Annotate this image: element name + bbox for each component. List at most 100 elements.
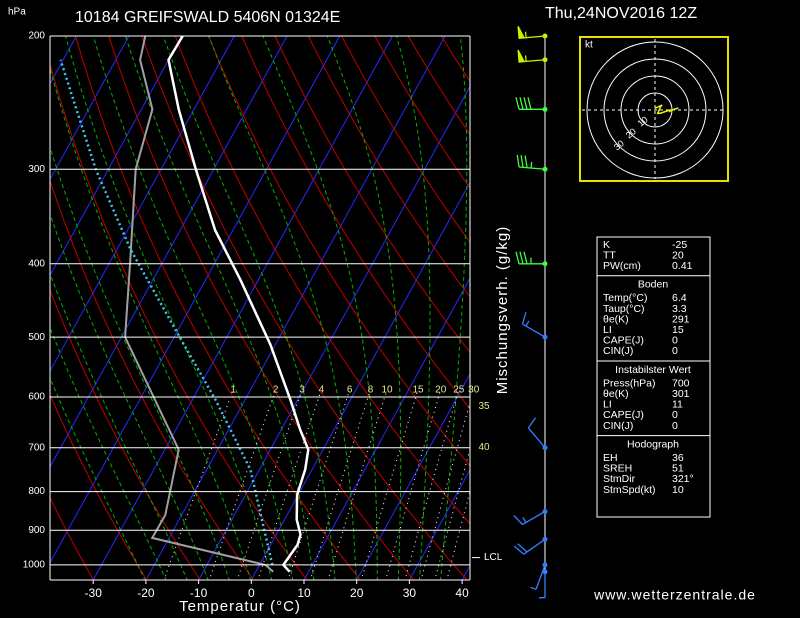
dry-adiabat bbox=[208, 36, 470, 467]
dry-adiabat bbox=[108, 36, 415, 580]
mixing-ratio-tick-label: 10 bbox=[381, 384, 393, 395]
mixing-ratio-tick-label: 2 bbox=[273, 384, 279, 395]
index-table-frame bbox=[596, 236, 711, 518]
wind-barb bbox=[527, 417, 546, 449]
wind-barb bbox=[515, 251, 546, 265]
dry-adiabat bbox=[50, 496, 94, 580]
wind-barb bbox=[539, 571, 546, 599]
x-tick-label: 40 bbox=[455, 586, 469, 600]
isotherm bbox=[50, 36, 341, 564]
mixing-ratio-line bbox=[446, 489, 470, 580]
y-tick-label: 600 bbox=[28, 392, 45, 403]
index-value: 0.41 bbox=[672, 260, 693, 272]
index-name: LI bbox=[603, 324, 612, 336]
y-tick-label: 900 bbox=[28, 525, 45, 536]
moist-adiabat bbox=[50, 145, 230, 580]
index-value: 6.4 bbox=[672, 292, 687, 304]
y-tick-label: 200 bbox=[28, 31, 45, 42]
x-tick-label: 20 bbox=[350, 586, 364, 600]
index-value: 0 bbox=[672, 335, 678, 347]
wind-dot bbox=[542, 569, 548, 575]
x-tick-label: 10 bbox=[297, 586, 311, 600]
index-value: 0 bbox=[672, 420, 678, 432]
dry-adiabat bbox=[50, 288, 201, 580]
moist-adiabat bbox=[50, 272, 188, 580]
wind-dot bbox=[542, 445, 548, 451]
dry-adiabat bbox=[774, 36, 800, 581]
index-name: CIN(J) bbox=[603, 345, 633, 357]
index-name: StmSpd(kt) bbox=[603, 484, 656, 496]
hodograph-ring-label: 10 bbox=[636, 114, 650, 128]
wind-barb bbox=[521, 312, 546, 338]
index-value: 20 bbox=[672, 249, 684, 261]
chart-title: 10184 GREIFSWALD 5406N 01324E bbox=[75, 9, 340, 26]
dry-adiabat bbox=[174, 36, 470, 525]
isotherm bbox=[408, 468, 470, 580]
index-name: EH bbox=[603, 452, 618, 464]
hodograph-trace bbox=[654, 104, 679, 115]
index-value: 36 bbox=[672, 452, 684, 464]
index-name: Taup(°C) bbox=[603, 303, 645, 315]
mixing-ratio-line bbox=[236, 391, 302, 580]
wind-barb bbox=[530, 564, 546, 590]
x-tick-label: 30 bbox=[403, 586, 417, 600]
dry-adiabat bbox=[307, 36, 470, 298]
mixing-ratio-tick-label: 25 bbox=[453, 384, 465, 395]
index-name: Press(hPa) bbox=[603, 377, 656, 389]
mixing-ratio-line bbox=[257, 391, 322, 580]
isotherm bbox=[198, 85, 470, 580]
y-tick-label: 500 bbox=[28, 332, 45, 343]
mixing-ratio-line bbox=[309, 391, 371, 580]
index-value: 291 bbox=[672, 313, 690, 325]
mixing-ratio-line bbox=[434, 447, 470, 580]
wind-dot bbox=[542, 536, 548, 542]
index-name: CAPE(J) bbox=[603, 335, 644, 347]
isotherm bbox=[145, 36, 446, 580]
dry-adiabat bbox=[707, 36, 800, 581]
wind-dot bbox=[542, 33, 548, 39]
index-value: 700 bbox=[672, 377, 690, 389]
wind-barb bbox=[516, 154, 546, 170]
index-value: 0 bbox=[672, 345, 678, 357]
dry-adiabat bbox=[141, 36, 468, 580]
isotherm bbox=[50, 36, 183, 277]
mixing-ratio-label: Mischungsverh. (g/kg) bbox=[494, 226, 511, 395]
moist-adiabat bbox=[208, 36, 357, 580]
hodograph-frame bbox=[579, 36, 729, 182]
hodograph-ring bbox=[586, 41, 724, 179]
isotherm bbox=[356, 372, 470, 580]
plot-area bbox=[50, 36, 800, 581]
index-name: θe(K) bbox=[603, 313, 629, 325]
mixing-ratio-line bbox=[163, 391, 233, 580]
index-section-title: Hodograph bbox=[627, 438, 679, 450]
index-value: 11 bbox=[672, 399, 683, 411]
dry-adiabat bbox=[50, 393, 148, 580]
lcl-label: LCL bbox=[484, 552, 503, 563]
isotherm bbox=[303, 277, 470, 580]
mixing-ratio-tick-label: 6 bbox=[347, 384, 353, 395]
y-tick-label: 800 bbox=[28, 486, 45, 497]
mixing-ratio-tick-label: 4 bbox=[319, 384, 325, 395]
moist-adiabat bbox=[50, 376, 146, 580]
index-value: 3.3 bbox=[672, 303, 687, 315]
index-name: θe(K) bbox=[603, 388, 629, 400]
hodograph-ring bbox=[603, 58, 707, 162]
wind-dot bbox=[542, 562, 548, 568]
hodograph-ring-label: 30 bbox=[612, 138, 626, 152]
hodograph-ring bbox=[620, 75, 690, 145]
mixing-ratio-line bbox=[327, 391, 387, 580]
dry-adiabat bbox=[75, 36, 362, 580]
wind-barb bbox=[517, 25, 546, 40]
x-tick-label: -20 bbox=[137, 586, 155, 600]
index-name: CAPE(J) bbox=[603, 409, 644, 421]
index-name: TT bbox=[603, 249, 616, 261]
mixing-ratio-tick-label: 3 bbox=[299, 384, 305, 395]
y-tick-label: 300 bbox=[28, 164, 45, 175]
mixing-ratio-line bbox=[420, 400, 470, 580]
mixing-ratio-line bbox=[385, 391, 441, 580]
wind-dot bbox=[542, 261, 548, 267]
wind-barb bbox=[513, 510, 546, 526]
moist-adiabat bbox=[50, 66, 252, 580]
mixing-ratio-line bbox=[208, 391, 276, 580]
x-tick-label: -30 bbox=[85, 586, 103, 600]
